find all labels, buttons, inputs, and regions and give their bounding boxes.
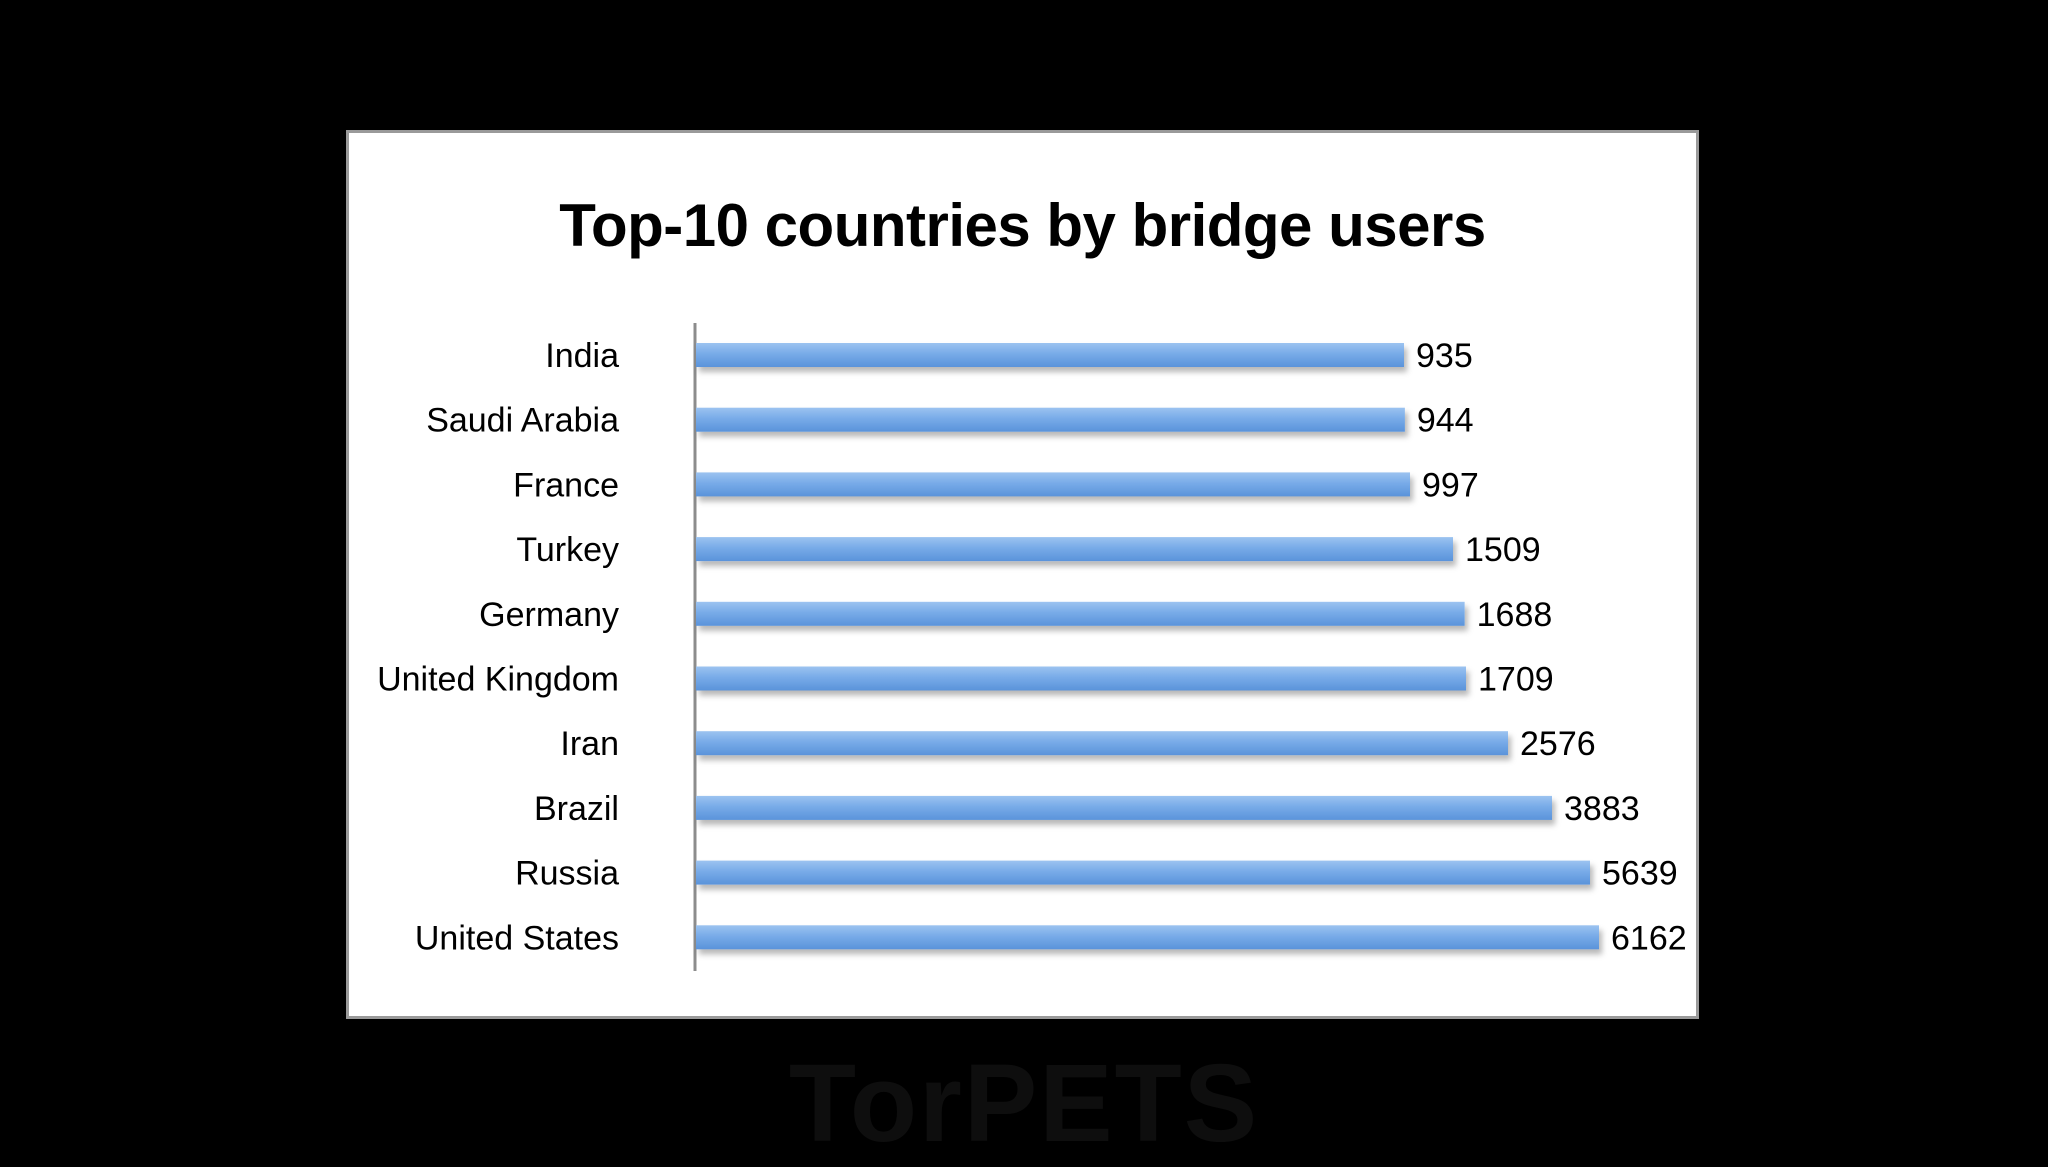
data-label: 1709 (1478, 661, 1554, 699)
chart-title: Top-10 countries by bridge users (559, 192, 1486, 259)
data-label: 1509 (1465, 531, 1541, 569)
category-label: Brazil (534, 790, 619, 828)
bar-chart: India 935 Saudi Arabia 944 France 997 Turkey 15… (377, 323, 1687, 971)
category-label: United Kingdom (377, 661, 619, 699)
category-label: Iran (560, 725, 619, 763)
bar (696, 601, 1465, 626)
bar (696, 343, 1404, 367)
bar (696, 666, 1466, 691)
bar (696, 537, 1453, 562)
data-label: 1688 (1477, 596, 1553, 634)
chart-frame: Top-10 countries by bridge users India 93… (346, 130, 1699, 1019)
data-label: 3883 (1564, 790, 1640, 828)
data-label: 997 (1422, 466, 1479, 504)
category-label: Turkey (516, 531, 619, 569)
category-label: Saudi Arabia (426, 402, 619, 440)
bar (696, 731, 1508, 756)
category-label: France (513, 466, 619, 504)
data-label: 2576 (1520, 725, 1596, 763)
category-label: India (545, 337, 619, 375)
data-label: 935 (1416, 337, 1473, 375)
bar (696, 795, 1552, 820)
data-label: 5639 (1602, 855, 1678, 893)
bar (696, 925, 1599, 950)
category-label: Russia (515, 855, 619, 893)
category-label: Germany (479, 596, 619, 634)
data-label: 6162 (1611, 919, 1687, 957)
bars-group: India 935 Saudi Arabia 944 France 997 Turkey 15… (377, 337, 1687, 957)
bar (696, 860, 1590, 885)
bar (696, 472, 1410, 497)
data-label: 944 (1417, 402, 1474, 440)
category-label: United States (415, 919, 619, 957)
bar (696, 407, 1405, 432)
watermark-text: TorPETS (788, 1042, 1260, 1165)
